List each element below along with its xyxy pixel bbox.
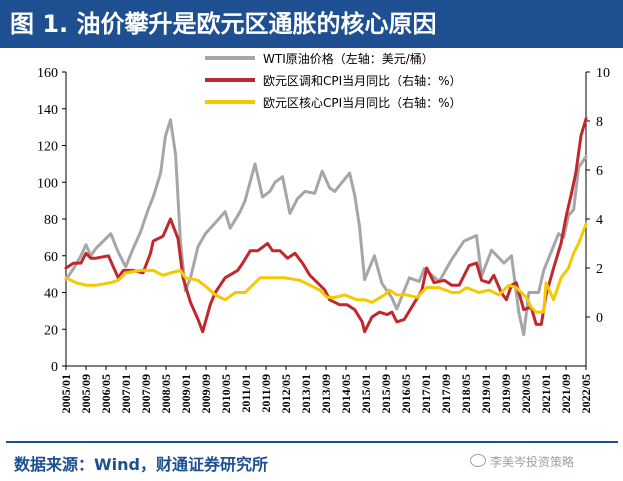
- x-tick-label: 2018/05: [459, 374, 473, 413]
- data-source: 数据来源：Wind，财通证券研究所: [14, 455, 268, 474]
- right-tick-label: 6: [596, 164, 603, 179]
- series-line-headline-cpi: [64, 117, 588, 334]
- left-tick-label: 60: [44, 250, 58, 265]
- x-tick-label: 2007/01: [119, 374, 133, 413]
- footer-divider: [6, 441, 618, 443]
- x-tick-label: 2020/05: [519, 374, 533, 413]
- x-tick-label: 2019/01: [479, 374, 493, 413]
- left-tick-label: 100: [37, 176, 58, 191]
- x-tick-label: 2017/01: [419, 374, 433, 413]
- x-tick-label: 2011/01: [239, 374, 253, 413]
- x-tick-label: 2013/09: [319, 374, 333, 413]
- legend-label: WTI原油价格（左轴：美元/桶）: [263, 51, 434, 66]
- x-tick-label: 2015/01: [359, 374, 373, 413]
- x-tick-label: 2022/05: [579, 374, 593, 413]
- x-tick-label: 2007/09: [139, 374, 153, 413]
- chart: 0 20 40 60 80 100 120 140 160 0 2 4 6 8 10 2005/01 2005/…: [37, 51, 610, 413]
- right-tick-label: 0: [596, 311, 603, 326]
- right-tick-label: 10: [596, 66, 610, 81]
- legend-label: 欧元区调和CPI当月同比（右轴：%）: [263, 73, 462, 88]
- watermark-text: 李美岑投资策略: [490, 455, 575, 469]
- x-tick-label: 2013/01: [299, 374, 313, 413]
- left-tick-label: 20: [44, 323, 58, 338]
- right-tick-label: 8: [596, 115, 603, 130]
- x-tick-label: 2021/01: [539, 374, 553, 413]
- legend-label: 欧元区核心CPI当月同比（右轴：%）: [263, 95, 462, 110]
- right-tick-label: 4: [596, 213, 603, 228]
- left-tick-label: 140: [37, 103, 58, 118]
- x-tick-label: 2009/01: [179, 374, 193, 413]
- x-tick-label: 2015/09: [379, 374, 393, 413]
- x-tick-label: 2011/09: [259, 374, 273, 413]
- x-tick-label: 2019/09: [499, 374, 513, 413]
- x-tick-label: 2008/05: [159, 374, 173, 413]
- series-line-wti: [64, 118, 588, 337]
- x-tick-label: 2005/01: [59, 374, 73, 413]
- watermark: 李美岑投资策略: [470, 453, 574, 470]
- left-tick-label: 160: [37, 66, 58, 81]
- x-tick-label: 2021/09: [559, 374, 573, 413]
- left-tick-label: 120: [37, 140, 58, 155]
- series-line-core-cpi: [64, 222, 588, 314]
- left-tick-label: 80: [44, 213, 58, 228]
- x-tick-label: 2014/05: [339, 374, 353, 413]
- x-tick-label: 2006/05: [99, 374, 113, 413]
- wechat-icon: [470, 454, 486, 467]
- x-tick-label: 2005/09: [79, 374, 93, 413]
- page-title: 图 1. 油价攀升是欧元区通胀的核心原因: [0, 0, 623, 48]
- x-tick-label: 2012/05: [279, 374, 293, 413]
- x-tick-label: 2009/09: [199, 374, 213, 413]
- chart-legend: WTI原油价格（左轴：美元/桶） 欧元区调和CPI当月同比（右轴：%） 欧元区核心C…: [205, 51, 462, 110]
- chart-axes: 0 20 40 60 80 100 120 140 160 0 2 4 6 8 10 2005/01 2005/…: [37, 66, 610, 413]
- x-tick-label: 2017/09: [439, 374, 453, 413]
- chart-series-layer: [64, 117, 588, 337]
- left-tick-label: 0: [51, 360, 58, 375]
- right-tick-label: 2: [596, 262, 603, 277]
- x-tick-label: 2010/05: [219, 374, 233, 413]
- x-tick-label: 2016/05: [399, 374, 413, 413]
- left-tick-label: 40: [44, 287, 58, 302]
